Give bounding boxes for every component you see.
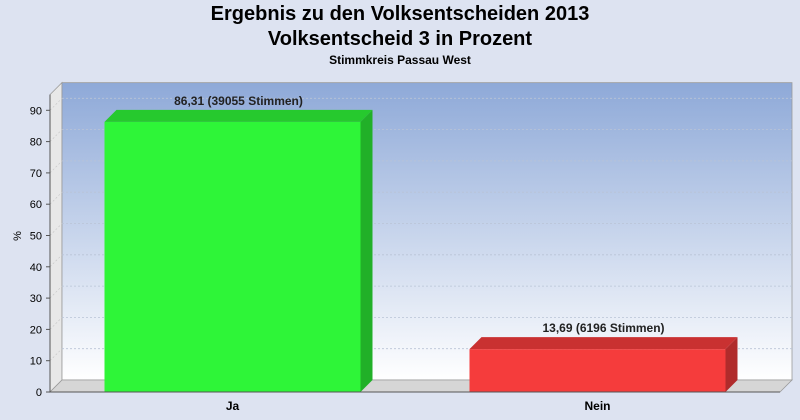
bar-top — [104, 109, 373, 122]
chart-subtitle: Stimmkreis Passau West — [329, 53, 471, 67]
bar-front — [104, 121, 361, 392]
y-tick-label: 70 — [30, 168, 42, 180]
bar-front — [469, 349, 726, 392]
bar-top — [469, 337, 738, 350]
data-label: 13,69 (6196 Stimmen) — [542, 321, 664, 335]
y-tick-label: 40 — [30, 262, 42, 274]
x-tick-label: Ja — [226, 399, 240, 413]
y-tick-label: 60 — [30, 199, 42, 211]
chart-title-2: Volksentscheid 3 in Prozent — [267, 28, 533, 50]
y-tick-label: 30 — [30, 293, 42, 305]
bar-ja — [104, 109, 373, 392]
data-label: 86,31 (39055 Stimmen) — [174, 94, 303, 108]
gridline-side — [49, 317, 63, 330]
y-tick-label: 0 — [36, 387, 42, 399]
gridline-side — [49, 285, 63, 299]
bar-nein — [469, 337, 738, 392]
y-axis-label: % — [12, 231, 24, 241]
y-axis: 0 10 20 30 40 50 60 70 80 90 — [30, 94, 51, 399]
gridline-side — [49, 129, 63, 142]
gridline-side — [49, 160, 63, 174]
gridline-side — [49, 348, 63, 361]
y-tick-label: 90 — [30, 105, 42, 117]
gridline-side — [49, 98, 63, 111]
gridline-side — [49, 223, 63, 236]
y-tick-label: 20 — [30, 324, 42, 336]
y-tick-label: 80 — [30, 137, 42, 149]
bar-side — [360, 109, 373, 392]
chart-title: Ergebnis zu den Volksentscheiden 2013 — [210, 3, 590, 25]
bars: 86,31 (39055 Stimmen) 13,69 (6196 Stimmen… — [104, 94, 738, 392]
x-axis: Ja Nein — [50, 391, 780, 413]
y-tick-label: 50 — [30, 231, 42, 243]
bar-side — [725, 337, 738, 392]
gridline-side — [49, 191, 63, 205]
y-tick-label: 10 — [30, 356, 42, 368]
plot-left-wall — [49, 81, 63, 393]
x-tick-label: Nein — [584, 399, 610, 413]
gridline-side — [49, 254, 63, 268]
